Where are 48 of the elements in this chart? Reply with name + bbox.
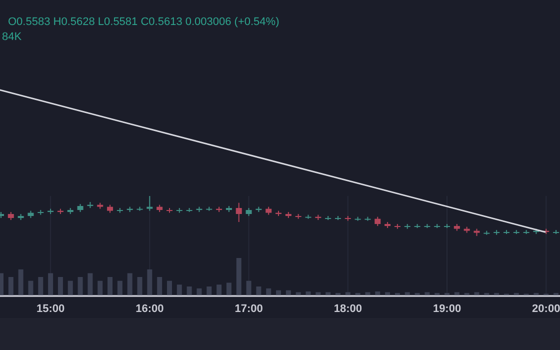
bar — [316, 292, 321, 296]
bar — [117, 280, 122, 296]
bar — [206, 286, 212, 296]
bar — [108, 277, 113, 296]
bar — [424, 292, 430, 296]
candlestick — [146, 196, 153, 212]
bar — [58, 277, 63, 296]
bar — [68, 280, 73, 296]
bar — [28, 280, 34, 296]
bar — [157, 277, 162, 296]
bar — [454, 292, 460, 296]
x-tick-label: 20:00 — [532, 302, 560, 315]
bar — [326, 292, 331, 296]
bar — [98, 280, 103, 296]
bar — [385, 292, 390, 296]
bar — [266, 288, 272, 296]
x-tick-label: 17:00 — [234, 302, 263, 315]
x-tick-label: 18:00 — [334, 302, 362, 315]
bar — [296, 292, 301, 296]
bar — [226, 282, 232, 296]
bar — [216, 284, 222, 296]
bar — [48, 273, 54, 296]
bar — [166, 280, 172, 296]
bar — [137, 277, 142, 296]
bar — [345, 292, 350, 296]
bar — [8, 277, 14, 296]
bar — [78, 277, 83, 296]
candlestick — [236, 202, 242, 222]
bar — [176, 284, 182, 296]
bar — [18, 269, 24, 296]
bar — [127, 273, 132, 296]
bar — [186, 286, 192, 296]
bar — [196, 288, 202, 296]
x-tick-label: 15:00 — [36, 302, 65, 315]
bar — [246, 280, 252, 296]
bar — [38, 277, 44, 296]
bar — [88, 273, 93, 296]
x-tick-label: 16:00 — [136, 302, 164, 315]
bar — [236, 258, 242, 296]
bar — [404, 292, 410, 296]
bar — [474, 292, 480, 296]
candlestick — [374, 216, 381, 226]
x-tick-label: 19:00 — [432, 302, 462, 315]
bar — [147, 269, 152, 296]
bar — [256, 286, 262, 296]
text: 84K — [2, 31, 22, 43]
bar — [365, 292, 370, 296]
text: O0.5583 H0.5628 L0.5581 C0.5613 0.003006 (+0.54%) — [8, 16, 280, 28]
